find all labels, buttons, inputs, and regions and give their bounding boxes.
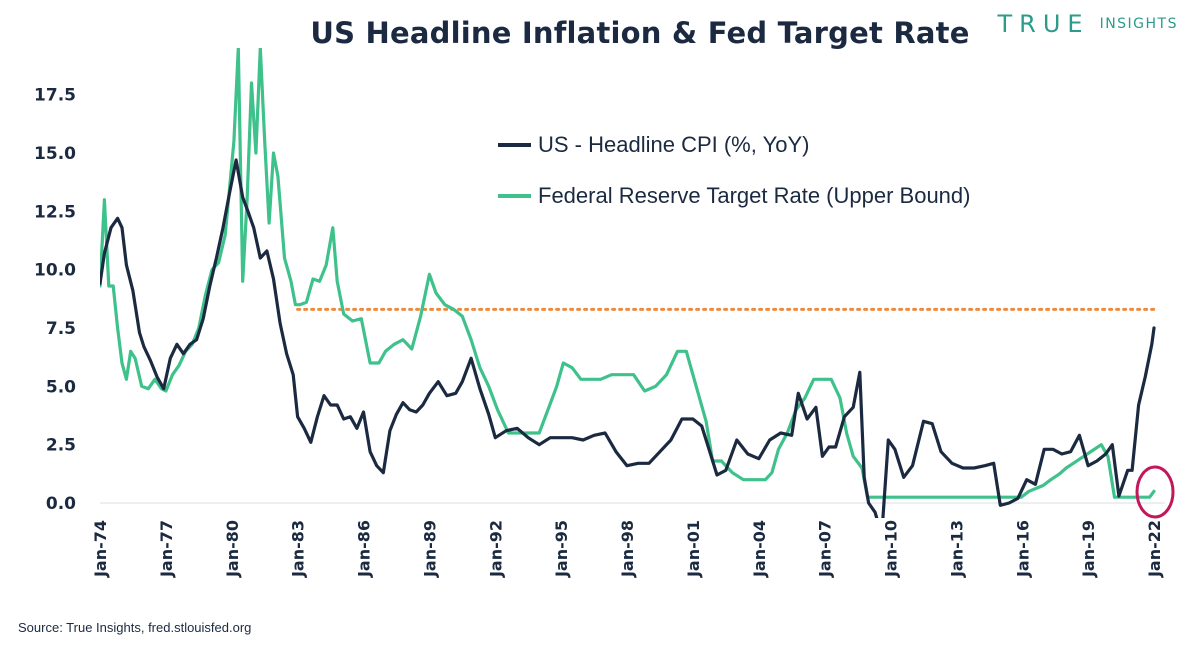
series-group — [100, 48, 1156, 518]
x-tick-label: Jan-80 — [223, 520, 242, 578]
y-tick-label: 2.5 — [46, 436, 76, 456]
highlight-group — [1135, 465, 1175, 519]
x-tick-label: Jan-01 — [684, 520, 703, 578]
y-tick-label: 12.5 — [34, 202, 76, 222]
y-tick-label: 5.0 — [46, 377, 76, 397]
y-tick-label: 15.0 — [34, 144, 76, 164]
x-tick-label: Jan-86 — [355, 520, 374, 578]
y-tick-label: 0.0 — [46, 494, 76, 514]
x-tick-label: Jan-95 — [552, 520, 571, 578]
x-tick-label: Jan-10 — [882, 520, 901, 578]
x-tick-label: Jan-22 — [1145, 520, 1164, 578]
x-tick-labels: Jan-74 Jan-77 Jan-80 Jan-83 Jan-86 Jan-89 Jan-… — [91, 520, 1164, 578]
x-tick-label: Jan-83 — [289, 520, 308, 578]
y-tick-label: 17.5 — [34, 86, 76, 106]
x-tick-label: Jan-16 — [1013, 520, 1032, 578]
legend-label-cpi: US - Headline CPI (%, YoY) — [538, 132, 809, 157]
x-tick-label: Jan-89 — [420, 520, 439, 578]
x-tick-label: Jan-07 — [816, 520, 835, 578]
highlight-circle — [1135, 465, 1175, 519]
chart-title: US Headline Inflation & Fed Target Rate — [310, 16, 970, 50]
y-tick-labels: 0.0 2.5 5.0 7.5 10.0 12.5 15.0 17.5 — [34, 86, 76, 514]
source-note: Source: True Insights, fred.stlouisfed.o… — [18, 620, 252, 635]
brand-logo: TRUE INSIGHTS — [997, 10, 1178, 38]
x-tick-label: Jan-92 — [486, 520, 505, 578]
brand-true-text: TRUE — [997, 10, 1090, 38]
legend: US - Headline CPI (%, YoY) Federal Reser… — [498, 132, 970, 208]
x-tick-label: Jan-13 — [947, 520, 966, 578]
x-tick-label: Jan-74 — [91, 520, 110, 578]
legend-label-fed: Federal Reserve Target Rate (Upper Bound… — [538, 183, 970, 208]
y-tick-label: 7.5 — [46, 319, 76, 339]
x-tick-label: Jan-98 — [618, 520, 637, 578]
x-tick-label: Jan-77 — [157, 520, 176, 578]
series-line-fed-rate — [100, 48, 1156, 499]
x-tick-label: Jan-04 — [750, 520, 769, 578]
y-tick-label: 10.0 — [34, 261, 76, 281]
x-tick-label: Jan-19 — [1079, 520, 1098, 578]
series-line-cpi — [100, 158, 1156, 518]
brand-insights-text: INSIGHTS — [1099, 16, 1178, 32]
